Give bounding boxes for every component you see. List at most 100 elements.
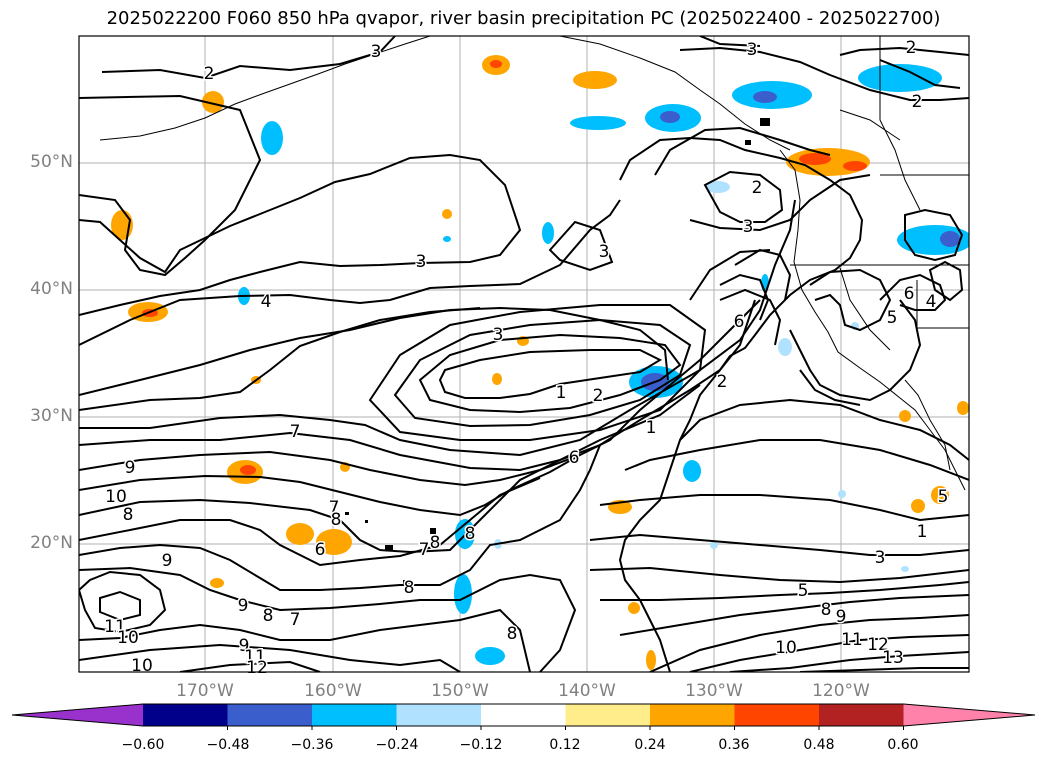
contour-label: 1: [556, 383, 567, 403]
contour-label: 11: [841, 630, 863, 650]
shade-blob: [573, 71, 617, 89]
contour-label: 7: [290, 422, 301, 442]
colorbar-tick-label: −0.60: [121, 737, 165, 753]
colorbar-tick-label: 0.48: [803, 737, 835, 753]
contour-label: 10: [105, 487, 127, 507]
shade-blob: [492, 373, 502, 385]
contour-label: 7: [290, 610, 301, 630]
shade-blob: [683, 460, 701, 482]
contour-label: 6: [315, 540, 326, 560]
contour-label: 2: [593, 386, 604, 406]
colorbar-outline: [11, 703, 1036, 727]
contour-label: 3: [599, 242, 610, 262]
contour-label: 8: [404, 578, 415, 598]
colorbar-segment: [565, 704, 651, 726]
contours: [79, 36, 969, 672]
shade-blob: [901, 566, 909, 572]
colorbar-segment: [481, 704, 566, 726]
contour-label: 7: [419, 540, 430, 560]
colorbar-tick-label: −0.12: [459, 737, 503, 753]
colorbar: [11, 703, 1036, 730]
contour-label: 5: [887, 308, 898, 328]
contour-label: 10: [775, 638, 797, 658]
map-title: 2025022200 F060 850 hPa qvapor, river ba…: [106, 8, 941, 29]
contour-label: 9: [125, 458, 136, 478]
shade-blob: [628, 602, 640, 614]
lon-label-120w: 120°W: [812, 681, 870, 701]
contour-label: 3: [371, 42, 382, 62]
shade-blob: [660, 111, 680, 123]
contour-label: 9: [238, 596, 249, 616]
contour-label: 6: [569, 448, 580, 468]
contour-label: 2: [204, 64, 215, 84]
contour-label: 11: [104, 617, 126, 637]
islands: [345, 118, 770, 584]
contour-label: 12: [867, 635, 889, 655]
shade-blob: [240, 465, 256, 475]
contour-label: 3: [747, 40, 758, 60]
shade-blob: [210, 578, 224, 588]
colorbar-tick-label: −0.48: [206, 737, 250, 753]
contour-label: 7: [329, 498, 340, 518]
contour-label: 8: [465, 524, 476, 544]
shade-blob: [931, 486, 949, 504]
lon-label-160w: 160°W: [304, 681, 362, 701]
colorbar-segment: [396, 704, 482, 726]
shade-blob: [443, 236, 451, 242]
contour-label: 9: [162, 551, 173, 571]
colorbar-tick-label: 0.12: [549, 737, 581, 753]
colorbar-segment: [819, 704, 904, 726]
lon-label-170w: 170°W: [176, 681, 234, 701]
contour-label: 8: [123, 505, 134, 525]
contour-label: 12: [246, 658, 268, 678]
contour-label: 2: [717, 372, 728, 392]
shade-blob: [570, 116, 626, 130]
contour-label: 8: [821, 600, 832, 620]
contour-label: 10: [117, 628, 139, 648]
colorbar-tick-label: 0.36: [718, 737, 750, 753]
shade-blob: [442, 209, 452, 219]
shade-blob: [542, 222, 554, 244]
colorbar-segment: [312, 704, 397, 726]
contour-label: 4: [261, 292, 272, 312]
shade-blob: [706, 181, 730, 193]
contour-label: 6: [734, 312, 745, 332]
lat-label-50n: 50°N: [30, 152, 73, 172]
shade-blob: [843, 161, 867, 171]
lon-label-130w: 130°W: [685, 681, 743, 701]
map-border: [78, 35, 970, 673]
colorbar-tick-label: −0.24: [375, 737, 419, 753]
shade-blob: [838, 490, 846, 498]
colorbar-extend-left: [12, 704, 143, 726]
shade-blob: [897, 225, 969, 255]
contour-label: 3: [416, 252, 427, 272]
contour-label: 5: [798, 581, 809, 601]
shade-blob: [753, 91, 777, 103]
contour-label: 2: [752, 178, 763, 198]
colorbar-extend-right: [903, 704, 1035, 726]
shade-blob: [202, 91, 224, 113]
shade-blob: [316, 529, 352, 555]
contour-label: 13: [882, 648, 904, 668]
shade-blob: [646, 650, 656, 670]
contour-label: 10: [131, 656, 153, 676]
contour-label: 2: [906, 38, 917, 58]
shade-blob: [899, 410, 911, 422]
shade-blob: [799, 153, 831, 165]
colorbar-segment: [734, 704, 820, 726]
contour-label: 9: [239, 636, 250, 656]
contour-label: 8: [507, 624, 518, 644]
shade-blob: [858, 64, 942, 92]
contour-label: 9: [836, 607, 847, 627]
contour-label: 3: [743, 217, 754, 237]
shade-blob: [778, 338, 792, 356]
shade-blob: [261, 121, 283, 155]
contour-label: 3: [493, 325, 504, 345]
colorbar-tick-label: 0.60: [887, 737, 919, 753]
colorbar-segment: [143, 704, 228, 726]
shade-blob: [490, 60, 502, 68]
contour-label: 5: [938, 487, 949, 507]
shade-blob: [911, 499, 925, 513]
colorbar-segment: [650, 704, 735, 726]
